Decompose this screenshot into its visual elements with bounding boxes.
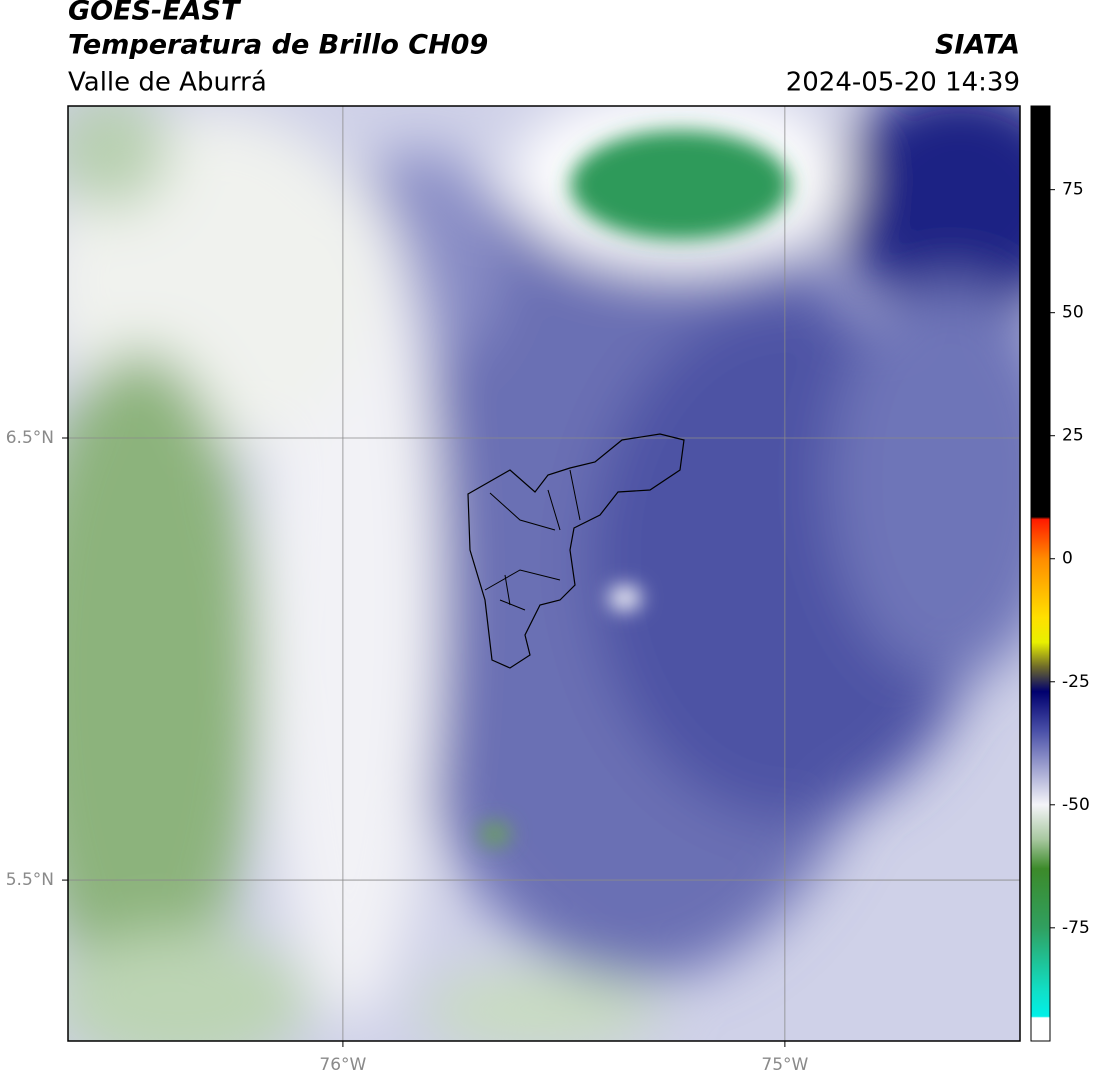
colorbar-label: 25 bbox=[1062, 426, 1084, 446]
colorbar-label: 75 bbox=[1062, 180, 1084, 200]
title: GOES-EAST bbox=[68, 0, 242, 27]
map-field bbox=[68, 106, 1020, 1041]
region: Valle de Aburrá bbox=[68, 68, 267, 98]
colorbar-label: -50 bbox=[1062, 795, 1090, 815]
y-tick-label: 5.5°N bbox=[6, 870, 54, 890]
map-frame bbox=[67, 105, 1021, 1042]
valley-outline bbox=[467, 433, 685, 669]
datetime: 2024-05-20 14:39 bbox=[786, 68, 1020, 98]
colorbar-label: 0 bbox=[1062, 549, 1073, 569]
colorbar bbox=[1030, 105, 1051, 1042]
colorbar-label: -75 bbox=[1062, 918, 1090, 938]
source: SIATA bbox=[935, 30, 1020, 61]
colorbar-label: -25 bbox=[1062, 672, 1090, 692]
municipal-borders bbox=[484, 469, 581, 611]
colorbar-label: 50 bbox=[1062, 303, 1084, 323]
x-tick-label: 76°W bbox=[319, 1055, 366, 1075]
y-tick-label: 6.5°N bbox=[6, 428, 54, 448]
x-tick-label: 75°W bbox=[761, 1055, 808, 1075]
subtitle: Temperatura de Brillo CH09 bbox=[68, 30, 488, 61]
